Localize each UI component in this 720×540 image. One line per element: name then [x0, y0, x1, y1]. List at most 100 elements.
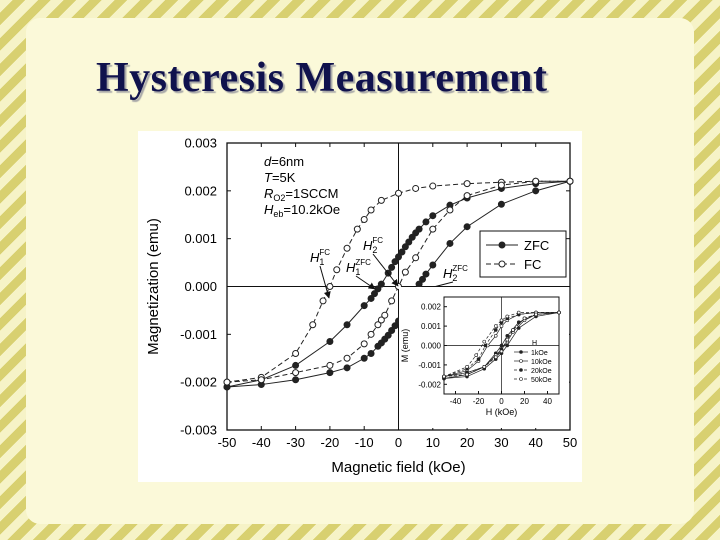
data-point	[408, 233, 416, 241]
annotation-h2fc: H2FC	[363, 236, 399, 287]
annotation-arrow	[355, 275, 376, 290]
inset-legend-marker	[519, 350, 523, 354]
data-point	[360, 216, 368, 224]
slide-title: Hysteresis Measurement	[96, 55, 548, 101]
inset-data-point	[493, 324, 498, 328]
legend-marker	[498, 260, 506, 268]
y-axis-label: Magnetization (emu)	[145, 218, 162, 355]
data-point	[497, 200, 505, 208]
data-point	[419, 275, 427, 283]
inset-legend-label: 1kOe	[531, 350, 548, 357]
data-point	[326, 338, 334, 346]
data-point	[367, 330, 375, 338]
data-point	[388, 297, 396, 305]
inset-data-point	[516, 320, 521, 325]
inset-data-point	[505, 337, 510, 342]
data-point	[360, 302, 368, 310]
inset-data-point	[499, 349, 504, 354]
data-point	[566, 177, 574, 185]
x-tick-label: -20	[321, 435, 340, 450]
inset-y-tick-label: -0.002	[418, 380, 441, 389]
inset-data-point	[483, 343, 488, 348]
legend-box	[479, 230, 567, 278]
parameter-4: Heb=10.2kOe	[264, 202, 340, 219]
data-point	[422, 270, 430, 278]
x-tick-label: 40	[528, 435, 542, 450]
data-point	[377, 316, 385, 324]
inset-data-point	[516, 310, 521, 315]
y-tick-label: 0.002	[184, 183, 217, 198]
data-point	[429, 261, 437, 269]
x-tick-label: 30	[494, 435, 508, 450]
annotation-label: H1ZFC	[346, 258, 371, 277]
inset-data-point	[493, 334, 498, 338]
annotation-arrow	[372, 253, 399, 287]
x-tick-label: -10	[355, 435, 374, 450]
data-point	[257, 376, 265, 384]
x-tick-label: 50	[563, 435, 577, 450]
x-tick-label: 0	[395, 435, 402, 450]
inset-data-point	[465, 372, 469, 377]
legend-marker	[498, 241, 506, 249]
inset-data-point	[493, 328, 498, 332]
y-tick-label: -0.001	[180, 327, 217, 342]
parameter-1: d=6nm	[264, 154, 304, 169]
inset-data-point	[482, 339, 487, 344]
data-point	[412, 184, 420, 192]
data-point	[360, 354, 368, 362]
data-point	[532, 187, 540, 195]
legend-label: ZFC	[524, 238, 549, 253]
x-axis-label: Magnetic field (kOe)	[331, 459, 465, 476]
data-point	[333, 266, 341, 274]
data-point	[374, 321, 382, 329]
data-point	[429, 225, 437, 233]
data-point	[422, 218, 430, 226]
y-tick-label: 0.001	[184, 231, 217, 246]
inset-y-tick-label: 0.001	[421, 322, 442, 331]
inset-data-point	[493, 355, 498, 359]
inset-data-point	[557, 310, 561, 315]
data-point	[292, 349, 300, 357]
inset-data-point	[505, 334, 510, 338]
data-point	[343, 364, 351, 372]
data-point	[446, 239, 454, 247]
hysteresis-chart: -50 -40 -30 -20 -10 0 10 20 30 40 50 0.003 0.002 0.00…	[145, 136, 577, 477]
data-point	[388, 263, 396, 271]
x-tick-label: -40	[252, 435, 271, 450]
data-point	[367, 349, 375, 357]
inset-series-50koe	[442, 310, 561, 379]
data-point	[412, 254, 420, 262]
inset-data-point	[505, 343, 510, 348]
inset-legend-marker	[519, 359, 523, 363]
x-tick-label: -30	[286, 435, 305, 450]
x-tick-label: -50	[218, 435, 237, 450]
annotation-label: H2FC	[363, 236, 383, 255]
series-fc	[223, 177, 574, 386]
inset-data-point	[442, 374, 446, 379]
inset-y-tick-label: 0.000	[421, 342, 442, 351]
data-point	[367, 294, 375, 302]
inset-data-point	[465, 365, 469, 369]
data-point	[292, 361, 300, 369]
annotation-h1fc: H1FC	[310, 248, 331, 299]
inset-x-tick-label: -20	[473, 397, 485, 406]
y-tick-label: -0.003	[180, 423, 217, 438]
inset-y-tick-label: -0.001	[418, 361, 441, 370]
inset-data-point	[522, 316, 527, 321]
data-point	[395, 253, 402, 261]
data-point	[343, 244, 351, 252]
inset-data-point	[505, 314, 510, 319]
data-point	[391, 322, 399, 330]
data-point	[292, 376, 300, 384]
data-point	[401, 268, 409, 276]
inset-legend-label: 20kOe	[531, 368, 552, 375]
data-point	[292, 369, 300, 377]
inset-x-tick-label: 20	[520, 397, 529, 406]
data-point	[384, 331, 392, 339]
data-point	[497, 181, 505, 189]
inset-data-point	[474, 353, 479, 357]
data-point	[343, 354, 351, 362]
data-point	[326, 361, 334, 369]
inset-chart: -40 -20 0 20 40 0.002 0.001 0.000 -0.001 -0.002 H …	[399, 287, 569, 428]
data-point	[353, 225, 361, 233]
